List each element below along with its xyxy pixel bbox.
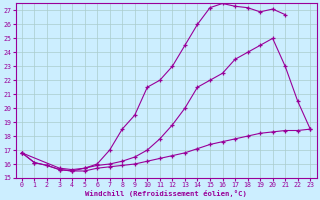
X-axis label: Windchill (Refroidissement éolien,°C): Windchill (Refroidissement éolien,°C): [85, 190, 247, 197]
